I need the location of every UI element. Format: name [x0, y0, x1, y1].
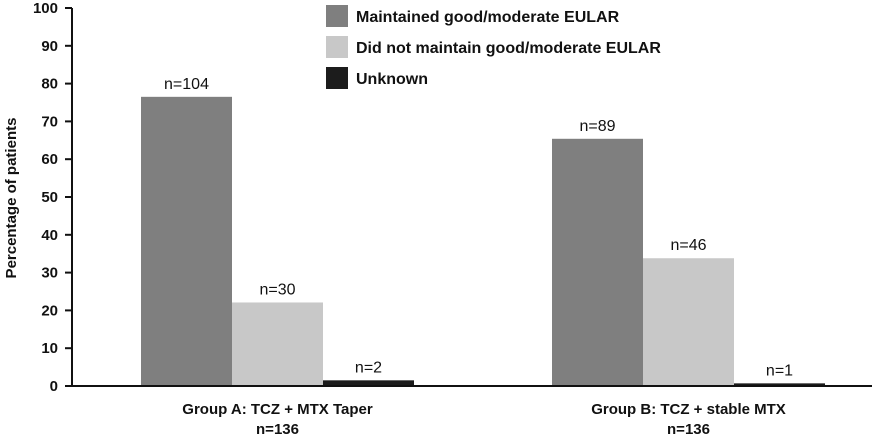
y-tick-label: 80 [41, 76, 58, 93]
category-sample-size: n=136 [667, 421, 710, 438]
y-tick-label: 50 [41, 189, 58, 206]
y-axis: 0 10 20 30 40 50 60 70 80 90 100 [33, 0, 73, 395]
data-label: n=104 [164, 76, 209, 93]
y-tick-label: 90 [41, 38, 58, 55]
data-label: n=89 [579, 118, 615, 135]
data-labels: n=104 n=30 n=2 n=89 n=46 n=1 [164, 76, 793, 380]
data-label: n=46 [670, 237, 706, 254]
legend-swatch [326, 67, 348, 89]
data-label: n=1 [766, 362, 793, 379]
legend-label: Maintained good/moderate EULAR [356, 9, 620, 26]
y-tick-label: 70 [41, 113, 58, 130]
x-axis: Group A: TCZ + MTX Taper n=136 Group B: TC… [72, 385, 872, 438]
y-tick-label: 40 [41, 227, 58, 244]
y-tick-label: 30 [41, 265, 58, 282]
y-tick-label: 100 [33, 0, 58, 17]
bar [323, 380, 414, 386]
y-tick-label: 0 [50, 378, 58, 395]
data-label: n=2 [355, 359, 382, 376]
category-label: Group A: TCZ + MTX Taper [182, 401, 373, 418]
y-tick-label: 20 [41, 302, 58, 319]
bar [734, 383, 825, 386]
y-axis-title: Percentage of patients [3, 118, 20, 279]
bars [141, 96, 825, 386]
legend-label: Did not maintain good/moderate EULAR [356, 40, 661, 57]
bar [232, 302, 323, 386]
legend-swatch [326, 5, 348, 27]
legend-label: Unknown [356, 71, 428, 88]
category-label: Group B: TCZ + stable MTX [591, 401, 786, 418]
y-tick-label: 10 [41, 340, 58, 357]
legend-swatch [326, 36, 348, 58]
bar [643, 258, 734, 386]
category-sample-size: n=136 [256, 421, 299, 438]
legend: Maintained good/moderate EULAR Did not ma… [326, 5, 661, 89]
bar [141, 96, 232, 386]
data-label: n=30 [259, 281, 295, 298]
bar [552, 138, 643, 386]
y-tick-label: 60 [41, 151, 58, 168]
